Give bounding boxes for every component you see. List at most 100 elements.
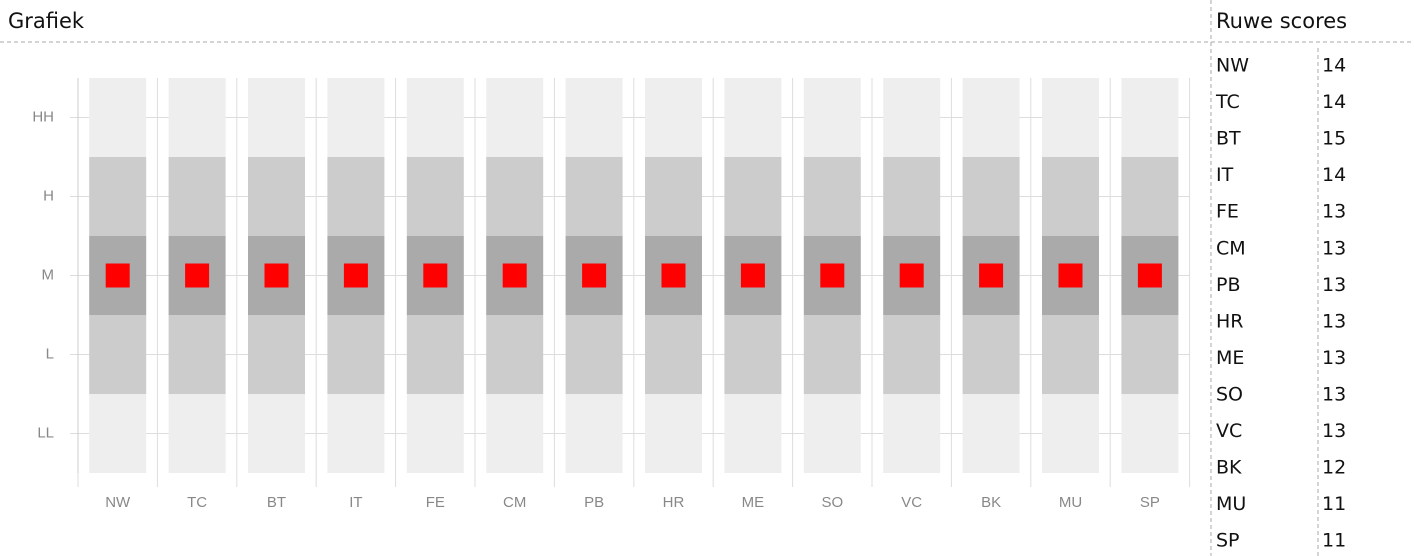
- band: [327, 157, 385, 236]
- band: [89, 315, 147, 394]
- x-tick-label: SP: [1140, 494, 1160, 511]
- band: [645, 78, 702, 157]
- band: [724, 78, 782, 157]
- score-marker: [740, 263, 765, 288]
- x-tick-label: MU: [1059, 494, 1082, 511]
- band: [565, 157, 623, 236]
- band: [486, 78, 544, 157]
- row-score: 13: [1322, 347, 1346, 369]
- y-tick-label: LL: [37, 424, 54, 441]
- score-marker: [1137, 263, 1162, 288]
- band: [248, 394, 305, 473]
- band: [1042, 315, 1099, 394]
- x-tick-label: HR: [663, 494, 685, 511]
- band: [486, 157, 544, 236]
- score-marker: [502, 263, 527, 288]
- band: [1042, 157, 1099, 236]
- y-tick-label: HH: [32, 108, 54, 125]
- band: [1042, 394, 1099, 473]
- row-score: 14: [1322, 91, 1346, 113]
- x-tick-label: FE: [426, 494, 445, 511]
- x-tick-label: TC: [187, 494, 207, 511]
- score-marker: [423, 263, 448, 288]
- band: [803, 315, 861, 394]
- score-marker: [820, 263, 845, 288]
- band: [168, 78, 226, 157]
- row-label: SO: [1216, 383, 1243, 405]
- row-label: CM: [1216, 237, 1246, 259]
- row-score: 13: [1322, 310, 1346, 332]
- row-label: FE: [1216, 201, 1239, 223]
- band: [803, 78, 861, 157]
- row-label: NW: [1216, 55, 1249, 77]
- band: [406, 78, 464, 157]
- y-tick-label: M: [42, 266, 55, 283]
- band: [883, 157, 941, 236]
- row-score: 11: [1322, 530, 1346, 552]
- band: [962, 315, 1020, 394]
- row-label: TC: [1215, 91, 1240, 113]
- x-tick-label: PB: [584, 494, 604, 511]
- row-score: 15: [1322, 128, 1346, 150]
- band: [1121, 157, 1179, 236]
- band: [724, 315, 782, 394]
- score-marker: [264, 263, 289, 288]
- band: [89, 394, 147, 473]
- band: [327, 394, 385, 473]
- band: [883, 78, 941, 157]
- band: [89, 78, 147, 157]
- x-tick-label: VC: [901, 494, 922, 511]
- band: [803, 157, 861, 236]
- band: [645, 315, 702, 394]
- row-label: MU: [1216, 493, 1246, 515]
- score-marker: [105, 263, 130, 288]
- score-marker: [899, 263, 924, 288]
- band: [1042, 78, 1099, 157]
- x-tick-label: IT: [349, 494, 362, 511]
- band: [1121, 78, 1179, 157]
- band: [248, 315, 305, 394]
- y-tick-label: L: [46, 345, 54, 362]
- row-score: 14: [1322, 164, 1346, 186]
- row-label: IT: [1216, 164, 1234, 186]
- panel-title: Ruwe scores: [1216, 9, 1347, 33]
- band: [645, 157, 702, 236]
- score-marker: [343, 263, 368, 288]
- x-tick-label: BT: [267, 494, 286, 511]
- band: [962, 78, 1020, 157]
- x-tick-label: NW: [105, 494, 131, 511]
- band: [327, 78, 385, 157]
- band: [962, 394, 1020, 473]
- row-label: HR: [1216, 310, 1244, 332]
- row-label: SP: [1216, 530, 1240, 552]
- band: [645, 394, 702, 473]
- row-score: 13: [1322, 237, 1346, 259]
- score-marker: [185, 263, 210, 288]
- band: [1121, 394, 1179, 473]
- band: [565, 315, 623, 394]
- band: [1121, 315, 1179, 394]
- band: [486, 394, 544, 473]
- band: [406, 315, 464, 394]
- score-marker: [1058, 263, 1083, 288]
- row-label: ME: [1216, 347, 1244, 369]
- y-tick-label: H: [43, 187, 54, 204]
- row-label: VC: [1216, 420, 1242, 442]
- row-score: 13: [1322, 274, 1346, 296]
- band: [406, 157, 464, 236]
- band: [486, 315, 544, 394]
- x-tick-label: ME: [742, 494, 765, 511]
- panel-title: Grafiek: [8, 9, 85, 33]
- row-score: 11: [1322, 493, 1346, 515]
- band: [168, 157, 226, 236]
- band: [89, 157, 147, 236]
- band: [724, 157, 782, 236]
- band: [803, 394, 861, 473]
- band: [565, 78, 623, 157]
- band: [406, 394, 464, 473]
- band: [883, 394, 941, 473]
- x-tick-label: SO: [821, 494, 843, 511]
- row-score: 13: [1322, 201, 1346, 223]
- score-marker: [582, 263, 607, 288]
- band: [565, 394, 623, 473]
